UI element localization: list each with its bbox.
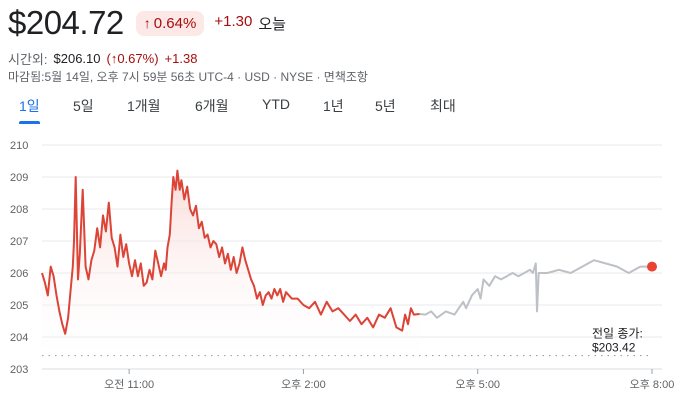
change-amount-group: +1.30 오늘: [214, 13, 286, 34]
after-hours-line: [419, 259, 652, 319]
change-percent-badge: ↑ 0.64%: [135, 10, 205, 36]
after-hours-percent: (↑0.67%): [106, 51, 159, 66]
after-hours-row: 시간외: $206.10 (↑0.67%) +1.38: [8, 49, 197, 68]
previous-close-value: $203.42: [592, 341, 636, 355]
tab-1-day[interactable]: 1일: [19, 96, 40, 124]
tab-ytd[interactable]: YTD: [262, 96, 290, 112]
change-percent: 0.64%: [153, 14, 197, 32]
tab-5-year[interactable]: 5년: [375, 98, 396, 114]
tab-max[interactable]: 최대: [430, 98, 456, 114]
price-chart[interactable]: 210 209 208 207 206 205 204 203 오전 11:00 오후 2:00…: [0, 130, 686, 404]
previous-close-label: 전일 종가:: [592, 327, 643, 341]
arrow-up-icon: ↑: [143, 15, 151, 31]
tab-5-day[interactable]: 5일: [73, 98, 94, 114]
y-tick-label: 207: [10, 236, 28, 248]
after-hours-label: 시간외:: [8, 52, 48, 67]
after-hours-change: +1.38: [164, 51, 198, 66]
x-tick-label: 오후 5:00: [455, 378, 500, 391]
x-tick-label: 오후 2:00: [281, 378, 326, 391]
y-tick-label: 210: [10, 140, 28, 152]
last-price-dot: [647, 261, 657, 272]
y-tick-label: 209: [10, 172, 28, 184]
x-tick-label: 오후 8:00: [630, 378, 675, 391]
regular-session-line: [41, 169, 420, 335]
current-price: $204.72: [8, 4, 124, 41]
y-tick-label: 206: [10, 268, 28, 280]
today-label: 오늘: [258, 15, 286, 33]
tab-1-year[interactable]: 1년: [323, 98, 344, 114]
tab-6-month[interactable]: 6개월: [195, 98, 229, 114]
quote-header: $204.72 ↑ 0.64% +1.30 오늘: [8, 4, 286, 42]
y-tick-label: 205: [10, 300, 28, 312]
y-tick-label: 208: [10, 204, 28, 216]
y-tick-label: 204: [10, 332, 28, 344]
y-tick-label: 203: [10, 364, 28, 376]
after-hours-price: $206.10: [53, 51, 101, 66]
x-tick-label: 오전 11:00: [104, 378, 154, 391]
market-status-line: 마감됨:5월 14일, 오후 7시 59분 56초 UTC-4 · USD · …: [8, 70, 368, 84]
tab-1-month[interactable]: 1개월: [127, 98, 161, 114]
change-amount: +1.30: [214, 12, 253, 30]
